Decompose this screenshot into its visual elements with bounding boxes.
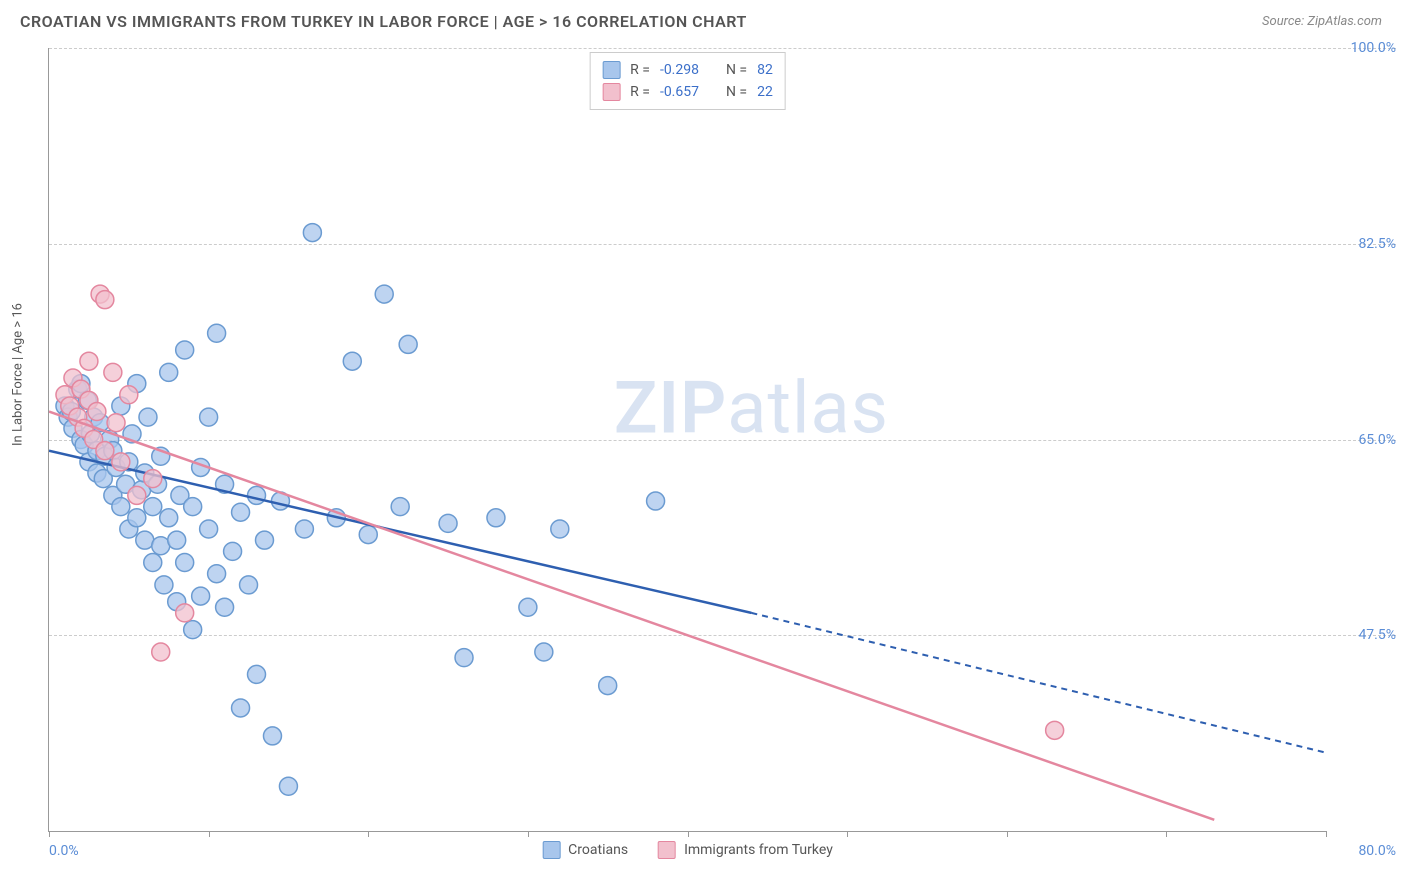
data-point: [232, 699, 250, 717]
data-point: [128, 486, 146, 504]
data-point: [208, 565, 226, 583]
data-point: [200, 408, 218, 426]
data-point: [295, 520, 313, 538]
r-value: -0.657: [660, 81, 699, 103]
data-point: [519, 598, 537, 616]
n-value: 22: [757, 81, 773, 103]
data-point: [216, 598, 234, 616]
legend-correlation-row: R = -0.298 N = 82: [602, 59, 773, 81]
x-tick: [1007, 831, 1008, 837]
data-point: [535, 643, 553, 661]
data-point: [160, 509, 178, 527]
chart-title: CROATIAN VS IMMIGRANTS FROM TURKEY IN LA…: [20, 12, 747, 31]
data-point: [152, 643, 170, 661]
data-point: [120, 386, 138, 404]
x-tick: [688, 831, 689, 837]
x-tick: [528, 831, 529, 837]
y-tick-label: 100.0%: [1336, 40, 1396, 56]
data-point: [144, 470, 162, 488]
data-point: [240, 576, 258, 594]
r-value: -0.298: [660, 59, 699, 81]
data-point: [192, 587, 210, 605]
chart-plot-area: ZIPatlas 47.5%65.0%82.5%100.0% 0.0% 80.0…: [48, 48, 1326, 832]
data-point: [455, 649, 473, 667]
data-point: [160, 363, 178, 381]
x-tick: [1166, 831, 1167, 837]
n-value: 82: [757, 59, 773, 81]
data-point: [248, 665, 266, 683]
data-point: [155, 576, 173, 594]
data-point: [176, 341, 194, 359]
data-point: [248, 486, 266, 504]
data-point: [359, 526, 377, 544]
data-point: [303, 224, 321, 242]
data-point: [279, 777, 297, 795]
data-point: [184, 498, 202, 516]
legend-correlation-row: R = -0.657 N = 22: [602, 81, 773, 103]
legend-swatch: [602, 83, 620, 101]
x-axis-min-label: 0.0%: [49, 843, 79, 859]
scatter-svg: [49, 48, 1326, 831]
data-point: [176, 604, 194, 622]
legend-series-label: Immigrants from Turkey: [684, 842, 833, 858]
data-point: [80, 352, 98, 370]
data-point: [343, 352, 361, 370]
x-tick: [49, 831, 50, 837]
data-point: [112, 498, 130, 516]
legend-swatch: [602, 61, 620, 79]
data-point: [107, 414, 125, 432]
data-point: [263, 727, 281, 745]
data-point: [375, 285, 393, 303]
legend-series-item: Immigrants from Turkey: [658, 841, 833, 859]
data-point: [487, 509, 505, 527]
trend-line-extrapolated: [751, 613, 1326, 753]
x-axis-max-label: 80.0%: [1358, 843, 1396, 859]
source-attribution: Source: ZipAtlas.com: [1262, 14, 1382, 29]
series-legend: Croatians Immigrants from Turkey: [542, 841, 833, 859]
x-tick: [209, 831, 210, 837]
chart-header: CROATIAN VS IMMIGRANTS FROM TURKEY IN LA…: [0, 0, 1406, 39]
data-point: [168, 531, 186, 549]
data-point: [176, 554, 194, 572]
data-point: [200, 520, 218, 538]
data-point: [144, 554, 162, 572]
r-label: R =: [630, 81, 650, 103]
x-tick: [847, 831, 848, 837]
data-point: [139, 408, 157, 426]
data-point: [224, 542, 242, 560]
correlation-legend: R = -0.298 N = 82 R = -0.657 N = 22: [589, 52, 786, 110]
x-tick: [368, 831, 369, 837]
legend-series-item: Croatians: [542, 841, 628, 859]
data-point: [399, 335, 417, 353]
data-point: [232, 503, 250, 521]
data-point: [551, 520, 569, 538]
legend-swatch: [542, 841, 560, 859]
data-point: [439, 514, 457, 532]
data-point: [208, 324, 226, 342]
data-point: [104, 363, 122, 381]
y-axis-title: In Labor Force | Age > 16: [11, 303, 26, 446]
legend-series-label: Croatians: [568, 842, 628, 858]
y-tick-label: 47.5%: [1336, 627, 1396, 643]
data-point: [96, 291, 114, 309]
data-point: [184, 621, 202, 639]
data-point: [96, 442, 114, 460]
data-point: [112, 453, 130, 471]
data-point: [88, 403, 106, 421]
r-label: R =: [630, 59, 650, 81]
data-point: [128, 509, 146, 527]
data-point: [599, 677, 617, 695]
x-tick: [1326, 831, 1327, 837]
n-label: N =: [726, 59, 747, 81]
data-point: [255, 531, 273, 549]
data-point: [144, 498, 162, 516]
data-point: [391, 498, 409, 516]
y-tick-label: 65.0%: [1336, 432, 1396, 448]
y-tick-label: 82.5%: [1336, 236, 1396, 252]
legend-swatch: [658, 841, 676, 859]
n-label: N =: [726, 81, 747, 103]
data-point: [647, 492, 665, 510]
data-point: [1046, 721, 1064, 739]
